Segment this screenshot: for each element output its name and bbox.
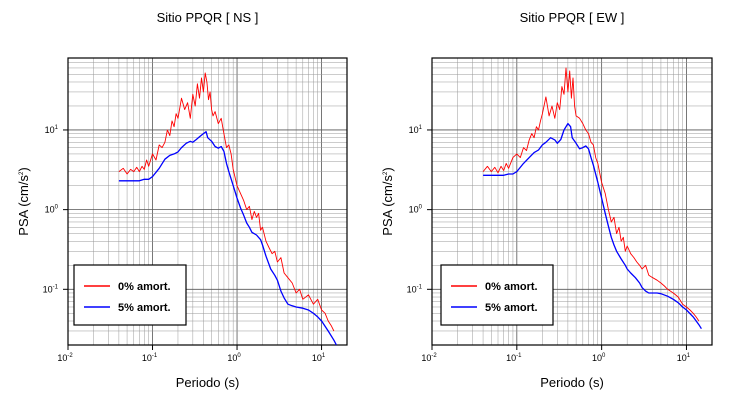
x-tick-exp: -1 [152, 353, 158, 359]
y-tick-label: 100 [409, 205, 423, 215]
series-line-damping-0 [118, 72, 335, 332]
y-tick-exp: -1 [417, 284, 423, 290]
plot-frame [431, 57, 713, 346]
series-line-damping-5 [483, 122, 702, 330]
x-tick-exp: 0 [237, 353, 241, 359]
y-axis-label-sup: 2 [19, 171, 25, 175]
x-tick-label: 101 [312, 353, 326, 363]
x-tick-base: 10 [312, 353, 322, 363]
y-tick-exp: 1 [55, 125, 59, 131]
legend-label: 5% amort. [118, 302, 171, 314]
y-tick-base: 10 [45, 205, 55, 215]
y-tick-label: 10-1 [43, 284, 59, 294]
y-tick-label: 10-1 [407, 284, 423, 294]
x-tick-base: 10 [506, 353, 516, 363]
y-tick-base: 10 [43, 284, 53, 294]
legend-box [440, 264, 554, 326]
legend-label: 0% amort. [485, 281, 538, 293]
legend-box [73, 264, 187, 326]
x-tick-label: 10-2 [421, 353, 437, 363]
x-axis-label: Periodo (s) [540, 375, 604, 390]
x-tick-exp: 0 [602, 353, 606, 359]
x-tick-exp: 1 [687, 353, 691, 359]
x-tick-exp: 1 [322, 353, 326, 359]
y-tick-exp: 0 [55, 205, 59, 211]
y-axis-label-sup: 2 [383, 171, 389, 175]
grid [67, 57, 348, 346]
x-tick-label: 10-1 [142, 353, 158, 363]
legend-label: 0% amort. [118, 281, 171, 293]
legend: 0% amort. 5% amort. [73, 264, 187, 326]
x-tick-base: 10 [421, 353, 431, 363]
x-tick-exp: -2 [431, 353, 437, 359]
y-axis-label: PSA (cm/s2) [380, 167, 395, 235]
y-tick-exp: -1 [53, 284, 59, 290]
y-tick-base: 10 [45, 125, 55, 135]
y-axis-label-end: ) [16, 167, 31, 171]
x-tick-base: 10 [677, 353, 687, 363]
y-axis-label-base: PSA (cm/s [380, 175, 395, 236]
y-tick-base: 10 [409, 205, 419, 215]
x-tick-base: 10 [57, 353, 67, 363]
y-tick-exp: 1 [419, 125, 423, 131]
x-tick-base: 10 [592, 353, 602, 363]
y-axis-label-end: ) [380, 167, 395, 171]
chart-panel-1: Sitio PPQR [ NS ]10-2 10-1 100 10110-110010… [16, 10, 348, 390]
legend: 0% amort. 5% amort. [440, 264, 554, 326]
x-tick-label: 100 [592, 353, 606, 363]
x-tick-exp: -1 [516, 353, 522, 359]
x-tick-label: 101 [677, 353, 691, 363]
x-tick-label: 100 [227, 353, 241, 363]
x-tick-label: 10-1 [506, 353, 522, 363]
y-tick-base: 10 [409, 125, 419, 135]
x-axis-label: Periodo (s) [176, 375, 240, 390]
y-axis-label-base: PSA (cm/s [16, 175, 31, 236]
y-tick-label: 100 [45, 205, 59, 215]
x-tick-exp: -2 [67, 353, 73, 359]
x-tick-base: 10 [227, 353, 237, 363]
y-tick-base: 10 [407, 284, 417, 294]
y-tick-label: 101 [409, 125, 423, 135]
chart-title: Sitio PPQR [ EW ] [520, 10, 625, 25]
series-line-damping-0 [482, 67, 700, 322]
chart-panel-2: Sitio PPQR [ EW ]10-2 10-1 100 10110-110010… [380, 10, 713, 390]
x-tick-base: 10 [142, 353, 152, 363]
plot-frame [67, 57, 348, 346]
y-tick-label: 101 [45, 125, 59, 135]
y-axis-label: PSA (cm/s2) [16, 167, 31, 235]
legend-label: 5% amort. [485, 302, 538, 314]
chart-title: Sitio PPQR [ NS ] [157, 10, 259, 25]
y-tick-exp: 0 [419, 205, 423, 211]
series-line-damping-5 [118, 131, 337, 346]
x-tick-label: 10-2 [57, 353, 73, 363]
